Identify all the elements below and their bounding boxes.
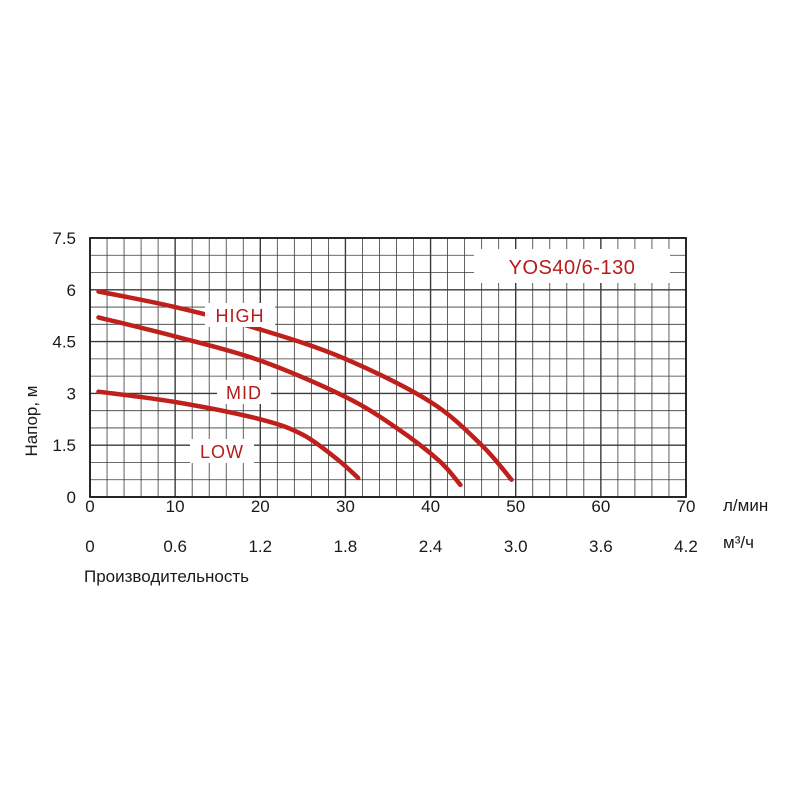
series-lines bbox=[96, 289, 514, 488]
series-line-1 bbox=[96, 315, 463, 488]
x-tick-label-secondary: 0 bbox=[85, 537, 94, 556]
y-tick-label: 4.5 bbox=[52, 333, 76, 352]
x-tick-label-secondary: 2.4 bbox=[419, 537, 443, 556]
x-tick-label-secondary: 0.6 bbox=[163, 537, 187, 556]
x-tick-label-secondary: 1.2 bbox=[248, 537, 272, 556]
y-tick-labels: 0 1.5 3 4.5 6 7.5 bbox=[52, 229, 76, 507]
x-tick-label-primary: 70 bbox=[677, 497, 696, 516]
series-labels: HIGH MID LOW bbox=[190, 303, 275, 463]
x-tick-labels-secondary: 0 0.6 1.2 1.8 2.4 3.0 3.6 4.2 bbox=[85, 537, 698, 556]
plot-frame bbox=[89, 237, 687, 498]
y-axis-title: Напор, м bbox=[22, 386, 41, 457]
y-tick-label: 0 bbox=[67, 488, 76, 507]
series-label-background bbox=[205, 303, 275, 327]
x-tick-label-primary: 20 bbox=[251, 497, 270, 516]
x-tick-label-primary: 40 bbox=[421, 497, 440, 516]
x-tick-label-primary: 50 bbox=[506, 497, 525, 516]
x-tick-labels-primary: 0 10 20 30 40 50 60 70 bbox=[85, 497, 695, 516]
series-label-background bbox=[190, 439, 254, 463]
x-unit-primary: л/мин bbox=[723, 496, 768, 515]
y-tick-label: 6 bbox=[67, 281, 76, 300]
x-tick-label-secondary: 1.8 bbox=[334, 537, 358, 556]
x-tick-label-primary: 30 bbox=[336, 497, 355, 516]
x-tick-label-secondary: 3.0 bbox=[504, 537, 528, 556]
x-tick-label-primary: 10 bbox=[166, 497, 185, 516]
x-tick-label-primary: 0 bbox=[85, 497, 94, 516]
x-tick-label-secondary: 3.6 bbox=[589, 537, 613, 556]
grid bbox=[89, 237, 687, 498]
series-line-0 bbox=[96, 289, 514, 482]
y-tick-label: 7.5 bbox=[52, 229, 76, 248]
x-unit-secondary: м³/ч bbox=[723, 533, 754, 552]
x-tick-label-secondary: 4.2 bbox=[674, 537, 698, 556]
x-tick-label-primary: 60 bbox=[591, 497, 610, 516]
series-label-0: HIGH bbox=[216, 306, 265, 326]
series-label-2: LOW bbox=[200, 442, 244, 462]
chart-title-background bbox=[474, 249, 670, 283]
y-tick-label: 3 bbox=[67, 384, 76, 403]
x-axis-title: Производительность bbox=[84, 567, 249, 586]
chart-title: YOS40/6-130 bbox=[509, 257, 636, 279]
y-tick-label: 1.5 bbox=[52, 436, 76, 455]
series-label-background bbox=[217, 380, 271, 404]
series-label-1: MID bbox=[226, 383, 262, 403]
chart-title-box: YOS40/6-130 bbox=[474, 249, 670, 283]
series-line-2 bbox=[96, 389, 361, 481]
